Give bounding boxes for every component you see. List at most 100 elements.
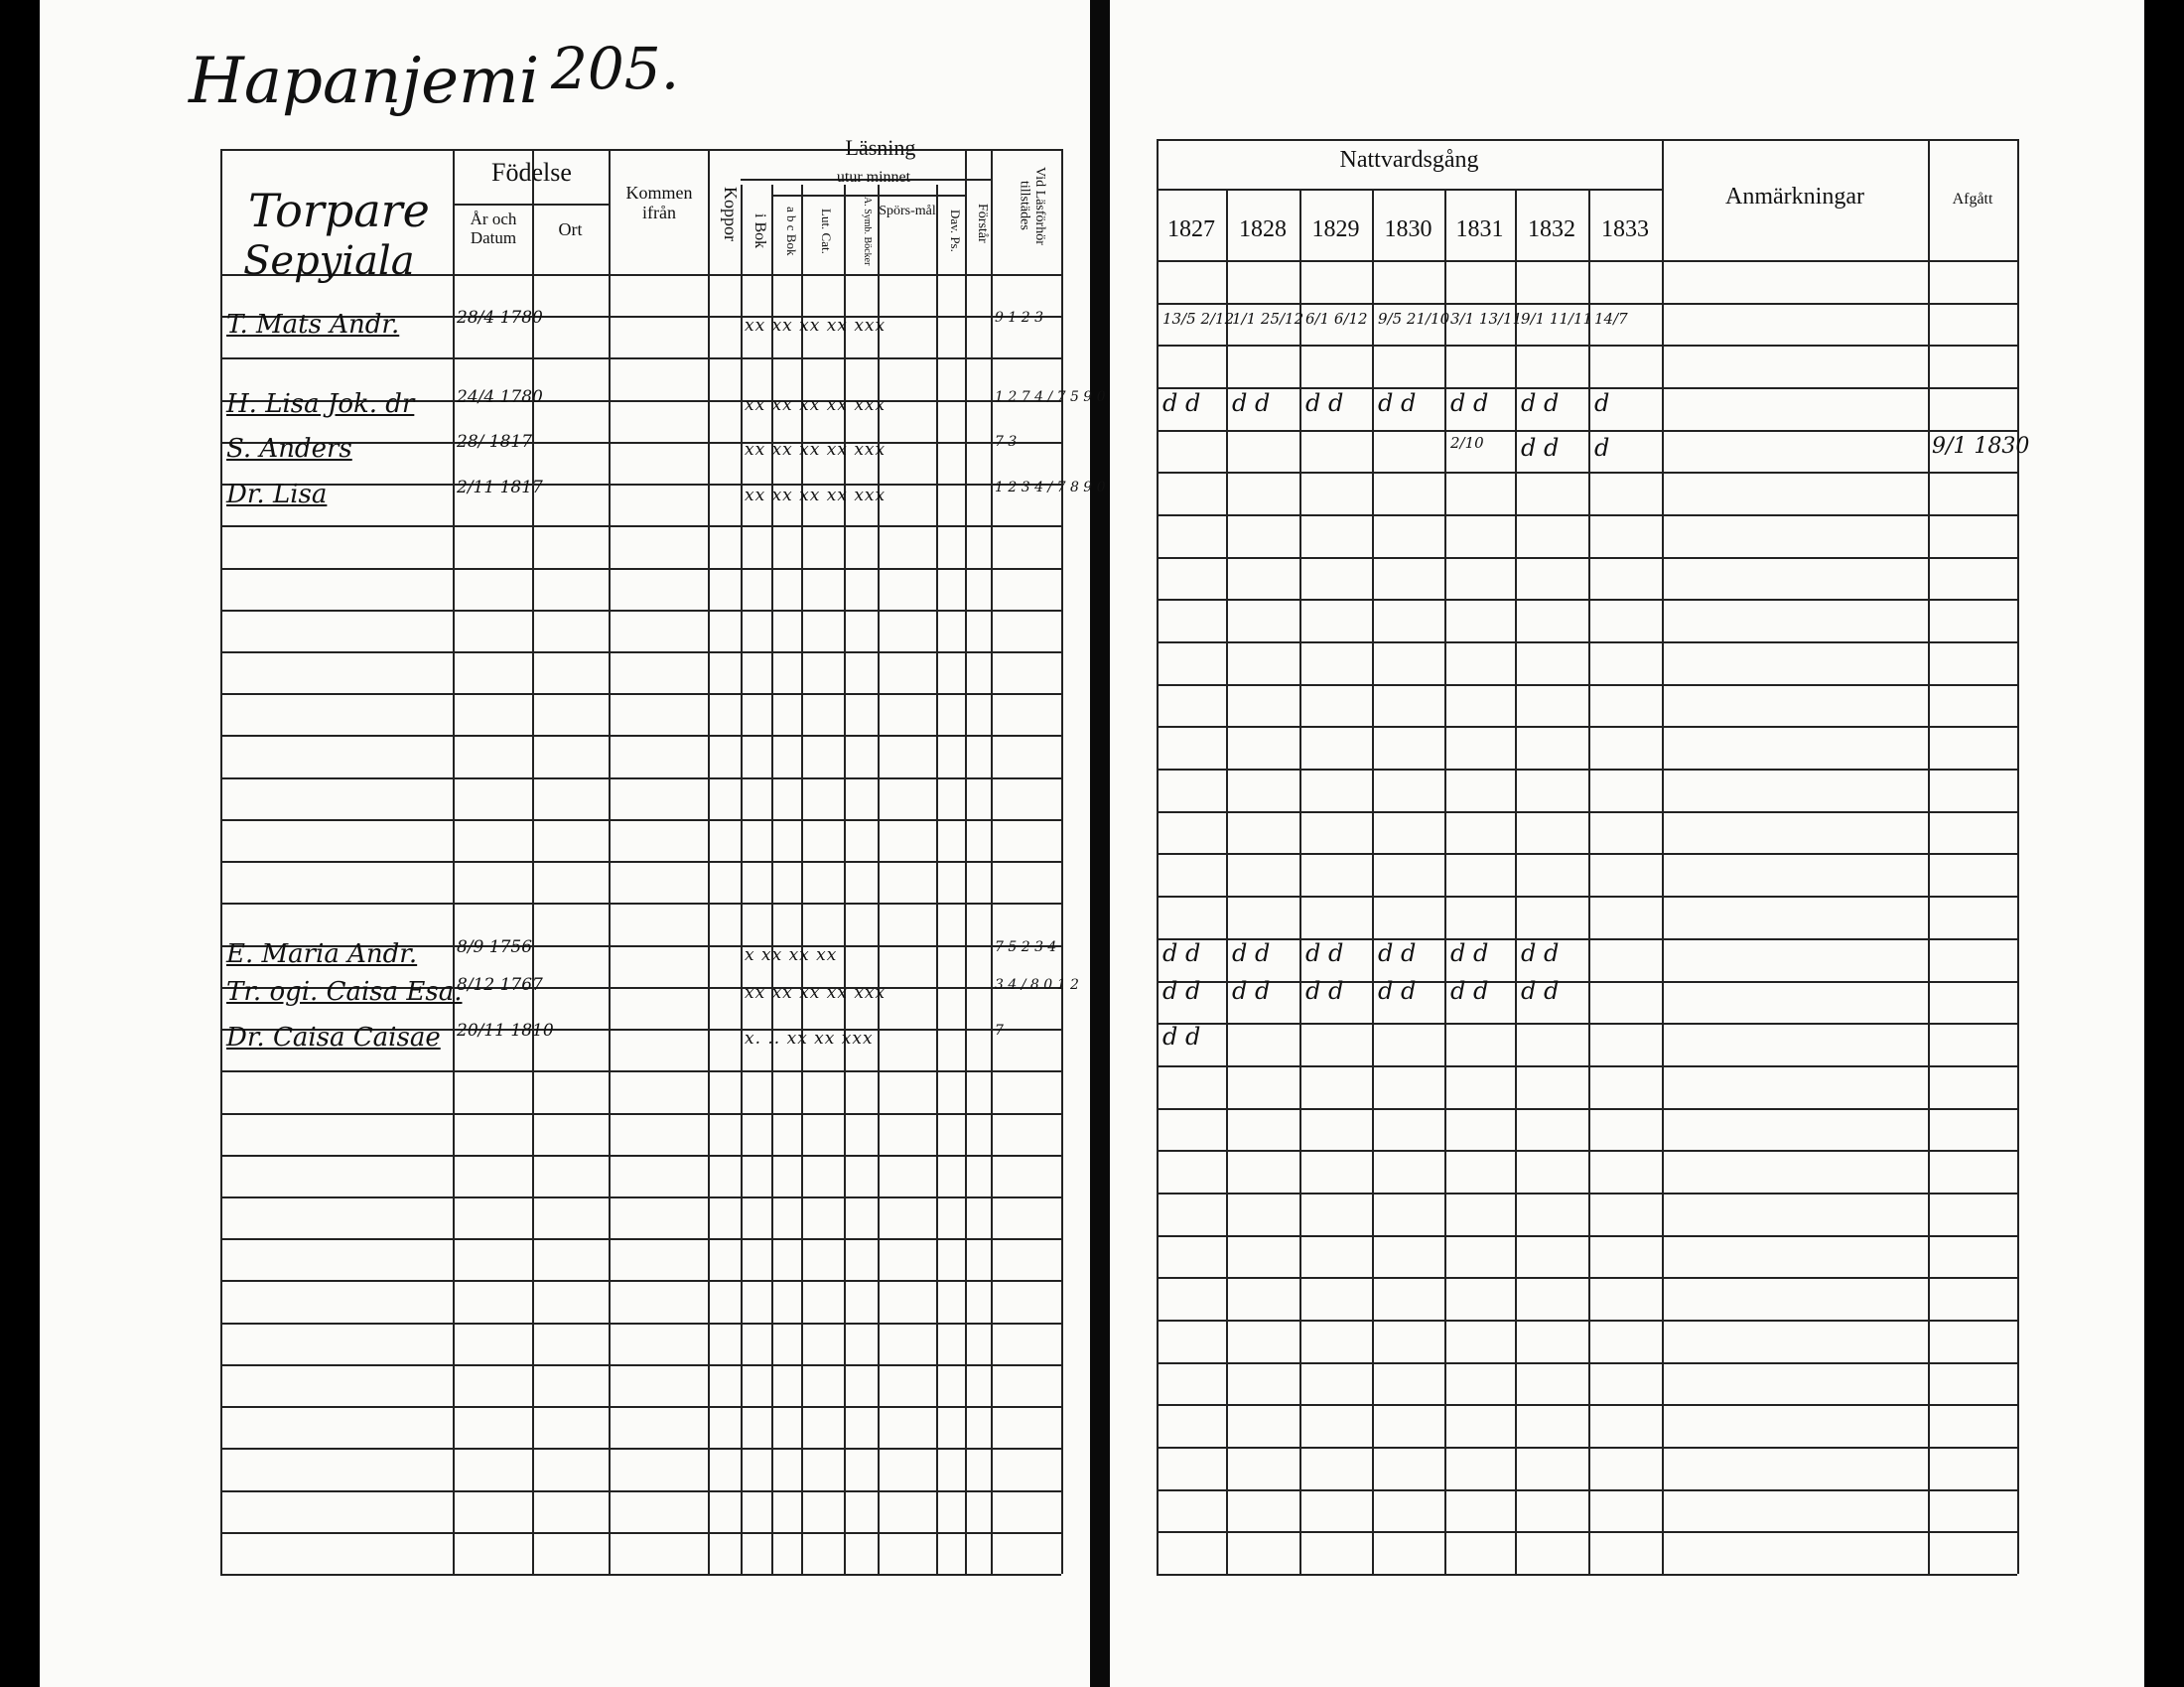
- row-rule: [220, 1280, 1061, 1282]
- header-lasning: Läsning: [845, 135, 916, 160]
- row-rule: [1157, 1150, 2017, 1152]
- reading-marks: x. .. xx xx xxx: [745, 1029, 874, 1049]
- row-rule: [220, 1448, 1061, 1450]
- communion-entry: d d: [1521, 939, 1560, 967]
- header-vid-lasforhor: Vid Läsförhör tillstädes: [1017, 166, 1047, 245]
- fodelse-subrule: [453, 204, 609, 206]
- header-anmarkningar: Anmärkningar: [1725, 184, 1864, 210]
- communion-entry: 14/7: [1594, 310, 1628, 328]
- person-name: Dr. Caisa Caisae: [226, 1023, 441, 1053]
- communion-entry: d: [1594, 389, 1610, 417]
- communion-entry: d d: [1305, 389, 1344, 417]
- row-rule: [220, 1532, 1061, 1534]
- examination-attendance: 3 4 / 8 0 1 2: [995, 977, 1079, 993]
- row-rule: [220, 442, 1061, 444]
- communion-entry: 3/1 13/11: [1450, 310, 1523, 328]
- communion-entry: d d: [1521, 434, 1560, 462]
- row-rule: [220, 400, 1061, 402]
- row-rule: [1157, 472, 2017, 474]
- person-name: T. Mats Andr.: [226, 310, 400, 340]
- communion-entry: d d: [1378, 939, 1417, 967]
- person-name: Dr. Lisa: [226, 480, 328, 509]
- row-rule: [1157, 896, 2017, 898]
- column-divider: [1515, 189, 1517, 1574]
- row-rule: [220, 1029, 1061, 1031]
- communion-entry: 13/5 2/12: [1162, 310, 1235, 328]
- row-rule: [1157, 387, 2017, 389]
- header-afgatt: Afgått: [1952, 191, 1993, 208]
- communion-entry: d d: [1450, 939, 1489, 967]
- row-rule: [1157, 514, 2017, 516]
- row-rule: [1157, 599, 2017, 601]
- communion-entry: 6/1 6/12: [1305, 310, 1368, 328]
- header-dav-ps: Dav. Ps.: [948, 210, 963, 252]
- row-rule: [1157, 1108, 2017, 1110]
- reading-marks: xx xx xx xx xxx: [745, 395, 887, 415]
- row-rule: [220, 1364, 1061, 1366]
- row-rule: [1157, 641, 2017, 643]
- communion-entry: d d: [1232, 939, 1271, 967]
- communion-entry: d d: [1162, 389, 1201, 417]
- row-rule: [220, 1113, 1061, 1115]
- row-rule: [220, 484, 1061, 486]
- row-rule: [1157, 430, 2017, 432]
- header-top-rule: [1157, 139, 2017, 141]
- row-rule: [1157, 260, 2017, 262]
- reading-marks: xx xx xx xx xxx: [745, 440, 887, 460]
- row-rule: [220, 1238, 1061, 1240]
- reading-marks: xx xx xx xx xxx: [745, 486, 887, 505]
- row-rule: [220, 1490, 1061, 1492]
- communion-entry: d d: [1450, 977, 1489, 1005]
- section-label-place: Sepyiala: [243, 238, 415, 284]
- communion-entry: d d: [1378, 389, 1417, 417]
- row-rule: [1157, 853, 2017, 855]
- row-rule: [1157, 1065, 2017, 1067]
- header-i-bok: i Bok: [751, 212, 768, 249]
- communion-entry: 1/1 25/12: [1232, 310, 1304, 328]
- row-rule: [220, 735, 1061, 737]
- column-divider: [771, 185, 773, 1574]
- right-register-page: [1110, 0, 2144, 1687]
- communion-entry: d d: [1162, 939, 1201, 967]
- row-rule: [220, 861, 1061, 863]
- examination-attendance: 1 2 7 4 / 7 5 9 0: [995, 389, 1106, 405]
- place-heading: Hapanjemi: [189, 45, 540, 118]
- reading-marks: xx xx xx xx xxx: [745, 316, 887, 336]
- birth-date: 28/4 1780: [457, 308, 543, 328]
- row-rule: [1157, 769, 2017, 771]
- communion-entry: d d: [1305, 977, 1344, 1005]
- birth-date: 20/11 1810: [457, 1021, 554, 1041]
- header-ort: Ort: [558, 219, 583, 239]
- birth-date: 24/4 1780: [457, 387, 543, 407]
- row-rule: [1157, 303, 2017, 305]
- row-rule: [1157, 557, 2017, 559]
- row-rule: [220, 819, 1061, 821]
- row-rule: [220, 1070, 1061, 1072]
- column-divider: [801, 185, 803, 1574]
- page-number: 205.: [551, 35, 680, 102]
- nattvard-subrule: [1157, 189, 1662, 191]
- communion-entry: d d: [1305, 939, 1344, 967]
- row-rule: [220, 610, 1061, 612]
- communion-entry: d d: [1450, 389, 1489, 417]
- header-abc-bok: a b c Bok: [784, 206, 799, 256]
- column-divider: [1662, 139, 1664, 1574]
- row-rule: [1157, 811, 2017, 813]
- row-rule: [1157, 1193, 2017, 1195]
- communion-entry: d d: [1162, 1023, 1201, 1051]
- communion-entry: d: [1594, 434, 1610, 462]
- row-rule: [220, 987, 1061, 989]
- row-rule: [1157, 684, 2017, 686]
- year-header: 1830: [1384, 216, 1433, 242]
- row-rule: [1157, 1023, 2017, 1025]
- row-rule: [1157, 1489, 2017, 1491]
- communion-entry: 9/1 11/11: [1521, 310, 1593, 328]
- row-rule: [220, 651, 1061, 653]
- row-rule: [1157, 938, 2017, 940]
- header-sporsmal: Spörs-mål: [879, 204, 936, 218]
- person-name: S. Anders: [226, 434, 352, 464]
- year-header: 1828: [1239, 216, 1287, 242]
- column-divider: [1928, 139, 1930, 1574]
- row-rule: [220, 1406, 1061, 1408]
- row-rule: [220, 525, 1061, 527]
